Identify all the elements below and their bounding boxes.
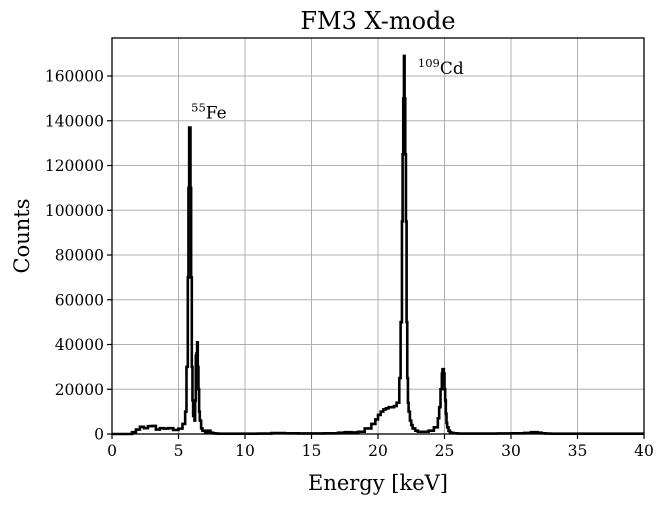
ticks: 0 5 10 15 20 25 30 35 40 0 20000 40000 60000 80000 100…	[45, 68, 654, 460]
peak-annotation: 109Cd	[418, 56, 464, 79]
x-tick-label: 40	[634, 442, 654, 460]
x-tick-label: 25	[435, 442, 455, 460]
y-tick-label: 120000	[45, 157, 104, 175]
y-tick-label: 0	[94, 426, 104, 444]
y-tick-label: 100000	[45, 202, 104, 220]
x-tick-label: 10	[235, 442, 255, 460]
spectrum-line	[112, 54, 644, 436]
y-tick-label: 160000	[45, 68, 104, 86]
x-tick-label: 15	[302, 442, 322, 460]
x-axis-label: Energy [keV]	[308, 471, 448, 495]
peak-annotations: 55Fe 109Cd	[191, 56, 464, 124]
plot-frame	[111, 37, 645, 435]
chart-title: FM3 X-mode	[300, 7, 455, 35]
peak-annotation: 55Fe	[191, 101, 227, 124]
grid	[111, 38, 645, 435]
x-tick-label: 5	[174, 442, 184, 460]
y-tick-label: 40000	[55, 336, 104, 354]
y-tick-label: 20000	[55, 381, 104, 399]
y-tick-label: 80000	[55, 247, 104, 265]
x-tick-label: 30	[501, 442, 521, 460]
y-tick-label: 60000	[55, 291, 104, 309]
y-axis-label: Counts	[10, 199, 34, 274]
x-tick-label: 0	[107, 442, 117, 460]
y-tick-label: 140000	[45, 112, 104, 130]
x-tick-label: 35	[568, 442, 588, 460]
x-tick-label: 20	[368, 442, 388, 460]
